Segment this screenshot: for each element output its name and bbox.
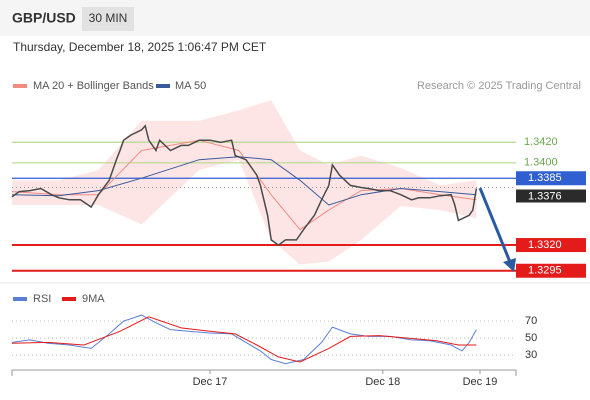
level-label-box: [516, 171, 586, 186]
legend-swatch: [156, 84, 170, 88]
level-label: 1.3400: [524, 157, 558, 169]
x-tick-label: Dec 17: [193, 376, 228, 388]
rsi-ma-line: [11, 316, 477, 363]
legend-label: 9MA: [82, 293, 105, 305]
x-tick-label: Dec 19: [463, 376, 498, 388]
level-label-box: [516, 189, 586, 203]
forecast-arrow: [478, 187, 512, 263]
timestamp: Thursday, December 18, 2025 1:06:47 PM C…: [13, 40, 267, 54]
level-label-box: [516, 238, 586, 253]
level-label-box: [516, 263, 586, 278]
x-tick-label: Dec 18: [365, 376, 400, 388]
chart-title: GBP/USD: [12, 10, 76, 26]
level-label: 1.3420: [524, 136, 558, 148]
timeframe[interactable]: 30 MIN: [89, 11, 128, 25]
plot: 1.3420 1.3400 1.3385 1.3376 1.3320 1.3295 70 50…: [11, 100, 586, 388]
timeframe-box[interactable]: [82, 7, 134, 31]
rsi-line: [11, 314, 477, 365]
rsi-tick-label: 70: [525, 315, 537, 327]
level-label: 1.3295: [528, 265, 562, 277]
ma50-line: [11, 156, 477, 206]
legend-label: MA 20 + Bollinger Bands: [33, 80, 154, 92]
arrow-head: [503, 258, 516, 272]
level-label: 1.3376: [528, 190, 562, 202]
credit: Research © 2025 Trading Central: [417, 80, 581, 92]
legend-swatch: [62, 297, 76, 301]
rsi-tick-label: 50: [525, 332, 537, 344]
legend-swatch: [13, 84, 27, 88]
price-line: [11, 124, 478, 247]
rsi-tick-label: 30: [525, 349, 537, 361]
level-label: 1.3320: [528, 239, 562, 251]
level-label: 1.3385: [528, 172, 562, 184]
legend-label: MA 50: [175, 80, 206, 92]
legend-label: RSI: [33, 293, 51, 305]
bollinger-band: [12, 100, 477, 265]
legend-swatch: [13, 297, 27, 301]
